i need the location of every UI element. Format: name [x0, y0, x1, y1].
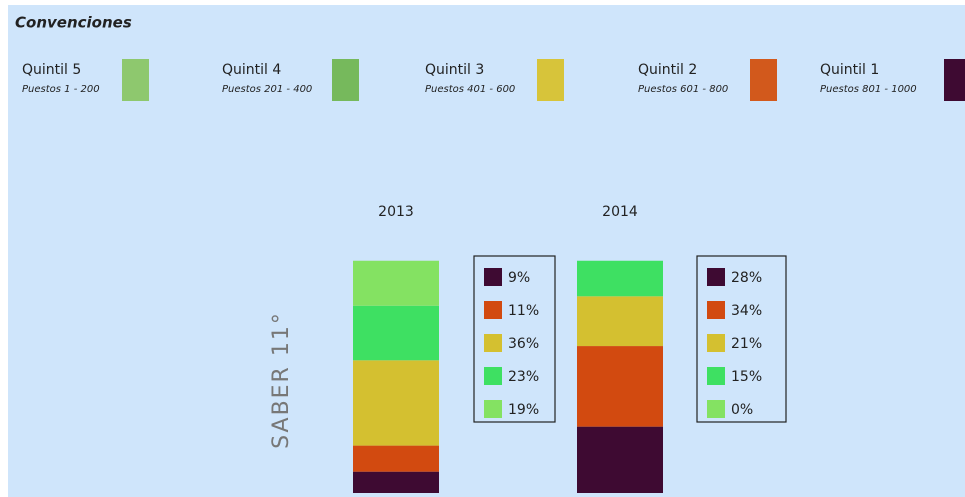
- bar-segment: [353, 305, 439, 361]
- y-axis-label: SABER 11°: [269, 311, 294, 449]
- value-swatch: [484, 268, 502, 286]
- legend-swatch: [332, 59, 359, 101]
- legend-swatch: [537, 59, 564, 101]
- value-swatch: [707, 301, 725, 319]
- bar-segment: [577, 296, 663, 347]
- background: [8, 5, 965, 497]
- value-label: 21%: [731, 336, 762, 352]
- value-swatch: [484, 367, 502, 385]
- value-label: 9%: [508, 270, 530, 286]
- value-label: 19%: [508, 402, 539, 418]
- legend-name: Quintil 4: [222, 62, 281, 78]
- x-tick-label: 2014: [602, 204, 638, 220]
- legend-swatch: [750, 59, 777, 101]
- value-label: 28%: [731, 270, 762, 286]
- legend-swatch: [944, 59, 965, 101]
- value-label: 11%: [508, 303, 539, 319]
- value-swatch: [484, 334, 502, 352]
- bar-segment: [577, 260, 663, 297]
- value-box: [696, 255, 787, 423]
- legend-swatch: [122, 59, 149, 101]
- value-label: 34%: [731, 303, 762, 319]
- legend-name: Quintil 2: [638, 62, 697, 78]
- bar-segment: [577, 346, 663, 427]
- value-swatch: [484, 301, 502, 319]
- legend-name: Quintil 3: [425, 62, 484, 78]
- value-label: 15%: [731, 369, 762, 385]
- bar-segment: [353, 260, 439, 306]
- legend-detail: Puestos 1 - 200: [22, 84, 100, 95]
- value-swatch: [707, 400, 725, 418]
- bar-segment: [353, 471, 439, 493]
- value-swatch: [707, 268, 725, 286]
- legend-detail: Puestos 801 - 1000: [820, 84, 917, 95]
- bar-segment: [577, 426, 663, 493]
- value-label: 0%: [731, 402, 753, 418]
- value-label: 23%: [508, 369, 539, 385]
- legend-detail: Puestos 601 - 800: [638, 84, 728, 95]
- value-swatch: [707, 334, 725, 352]
- value-label: 36%: [508, 336, 539, 352]
- legend-detail: Puestos 201 - 400: [222, 84, 312, 95]
- legend-detail: Puestos 401 - 600: [425, 84, 515, 95]
- legend-title: Convenciones: [15, 14, 132, 32]
- value-swatch: [707, 367, 725, 385]
- bar-segment: [353, 445, 439, 472]
- value-box: [473, 255, 556, 423]
- value-swatch: [484, 400, 502, 418]
- legend-name: Quintil 1: [820, 62, 879, 78]
- x-tick-label: 2013: [378, 204, 414, 220]
- bar-segment: [353, 360, 439, 446]
- legend-name: Quintil 5: [22, 62, 81, 78]
